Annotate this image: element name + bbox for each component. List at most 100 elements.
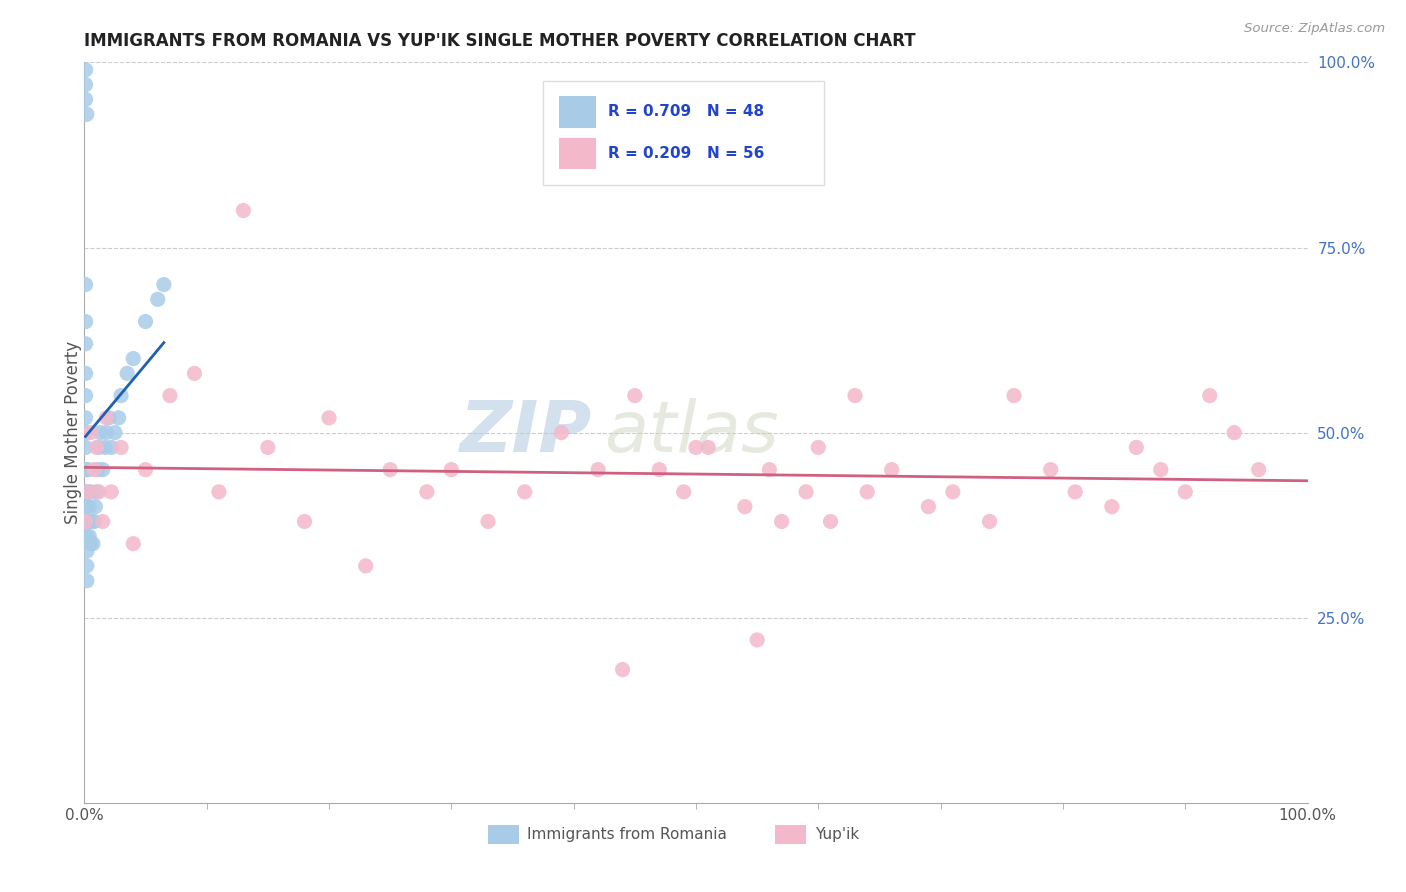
Point [685,441,707,455]
Point [97,410,120,425]
Point [104,425,127,440]
Text: Source: ZipAtlas.com: Source: ZipAtlas.com [1244,22,1385,36]
Point [75,92,97,106]
Point [586,462,609,476]
Point [257,441,280,455]
Point [91,462,114,476]
Point [100,484,122,499]
Point [94,441,117,455]
Point [79,425,101,440]
Text: IMMIGRANTS FROM ROMANIA VS YUP'IK SINGLE MOTHER POVERTY CORRELATION CHART: IMMIGRANTS FROM ROMANIA VS YUP'IK SINGLE… [84,32,915,50]
Point [183,367,205,381]
Point [76,574,98,588]
Point [318,410,340,425]
Point [146,293,169,307]
Point [1002,388,1025,402]
Text: atlas: atlas [605,398,779,467]
Point [807,441,830,455]
Point [77,462,100,476]
Point [87,441,110,455]
Point [96,425,118,440]
Point [1039,462,1062,476]
Text: R = 0.209   N = 56: R = 0.209 N = 56 [607,146,765,161]
Point [747,632,769,647]
Point [1174,484,1197,499]
Point [770,515,793,529]
Text: Yup'ik: Yup'ik [814,827,859,842]
Point [76,515,98,529]
Point [75,78,97,92]
Point [513,484,536,499]
Text: Immigrants from Romania: Immigrants from Romania [527,827,727,842]
Point [844,388,866,402]
Point [75,367,97,381]
Point [979,515,1001,529]
Point [75,515,97,529]
Point [1101,500,1123,514]
Point [76,107,98,121]
Point [84,500,107,514]
Point [76,544,98,558]
Point [76,558,98,573]
FancyBboxPatch shape [560,96,596,128]
Point [135,314,157,328]
Y-axis label: Single Mother Poverty: Single Mother Poverty [65,341,82,524]
Point [79,536,101,550]
Point [917,500,939,514]
Point [232,203,254,218]
Point [75,441,97,455]
Point [77,484,100,499]
Point [380,462,402,476]
Point [1223,425,1246,440]
Point [77,484,100,499]
Point [79,484,101,499]
Point [96,410,118,425]
Point [86,484,108,499]
Point [416,484,439,499]
Point [294,515,316,529]
Point [820,515,842,529]
Point [115,367,138,381]
Point [75,425,97,440]
Point [440,462,463,476]
Text: ZIP: ZIP [460,398,592,467]
Point [734,500,756,514]
Point [672,484,695,499]
Point [1125,441,1147,455]
Point [648,462,671,476]
Point [110,388,132,402]
Point [107,410,129,425]
Point [75,388,97,402]
Point [794,484,817,499]
Point [697,441,720,455]
Point [612,663,634,677]
Point [75,336,97,351]
FancyBboxPatch shape [560,138,596,169]
Point [87,484,110,499]
Point [80,515,103,529]
Point [82,536,104,550]
Point [89,425,111,440]
Point [550,425,572,440]
Point [110,441,132,455]
Point [942,484,965,499]
Point [1064,484,1087,499]
Point [77,515,100,529]
Point [856,484,879,499]
Point [758,462,780,476]
Point [77,529,100,543]
Point [76,500,98,514]
Point [86,441,108,455]
Point [83,462,105,476]
Point [87,462,110,476]
Point [153,277,176,292]
Point [75,62,97,77]
Point [354,558,377,573]
Point [135,462,157,476]
Point [122,536,145,550]
Point [75,462,97,476]
Point [100,441,122,455]
Point [1150,462,1173,476]
Point [1247,462,1270,476]
Point [75,410,97,425]
